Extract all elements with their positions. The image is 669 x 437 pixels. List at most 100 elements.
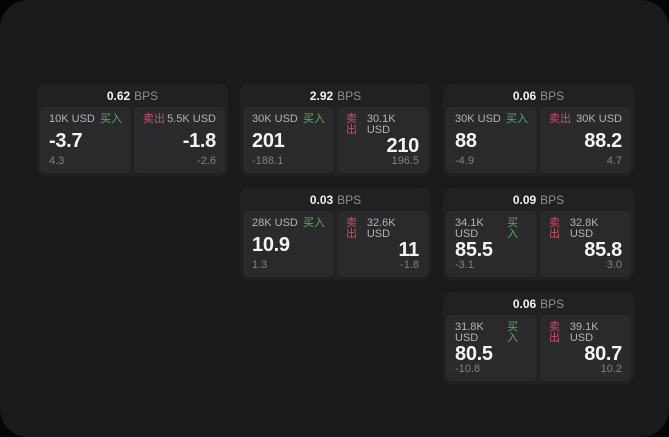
sell-quote-tile[interactable]: 卖出 30K USD 88.2 4.7 xyxy=(540,107,631,173)
buy-tile-header: 31.8K USD 买入 xyxy=(455,322,528,344)
bps-unit-label: BPS xyxy=(134,88,159,103)
buy-side-label: 买入 xyxy=(506,113,528,125)
buy-side-label: 买入 xyxy=(507,321,519,344)
sell-quote-tile[interactable]: 卖出 39.1K USD 80.7 10.2 xyxy=(540,315,631,381)
sell-side-label: 卖出 xyxy=(549,321,560,344)
quote-panels: 31.8K USD 买入 80.5 -10.8 卖出 39.1K USD 80.… xyxy=(446,315,631,381)
buy-quote-tile[interactable]: 31.8K USD 买入 80.5 -10.8 xyxy=(446,315,537,381)
buy-price: -3.7 xyxy=(49,129,83,152)
quote-panels: 28K USD 买入 10.9 1.3 卖出 32.6K USD 11 -1.8 xyxy=(243,211,428,277)
sell-side-label: 卖出 xyxy=(143,113,165,125)
sell-tile-header: 卖出 32.6K USD xyxy=(346,218,419,240)
quote-card: 0.06 BPS 31.8K USD 买入 80.5 -10.8 卖出 39.1… xyxy=(443,292,634,384)
quote-cards-grid: 0.62 BPS 10K USD 买入 -3.7 4.3 卖出 5.5K USD xyxy=(37,84,634,384)
bps-value: 0.09 xyxy=(512,192,537,207)
sell-side-label: 卖出 xyxy=(346,217,357,240)
buy-notional: 28K USD xyxy=(252,217,298,229)
sell-quote-tile[interactable]: 卖出 32.8K USD 85.8 3.0 xyxy=(540,211,631,277)
buy-delta: -10.8 xyxy=(455,363,481,375)
sell-price: 210 xyxy=(386,135,420,157)
buy-quote-tile[interactable]: 28K USD 买入 10.9 1.3 xyxy=(243,211,334,277)
buy-price: 80.5 xyxy=(455,343,493,365)
buy-delta: -3.1 xyxy=(455,259,474,271)
sell-delta: 4.7 xyxy=(606,155,622,167)
bps-unit-label: BPS xyxy=(540,296,565,311)
sell-tile-header: 卖出 30K USD xyxy=(549,114,622,125)
sell-notional: 32.8K USD xyxy=(569,217,599,240)
sell-delta: 3.0 xyxy=(606,259,622,271)
quote-panels: 30K USD 买入 201 -188.1 卖出 30.1K USD 210 1… xyxy=(243,107,428,173)
sell-price: 85.8 xyxy=(584,239,622,261)
sell-price: -1.8 xyxy=(182,129,217,152)
sell-side-label: 卖出 xyxy=(549,113,571,125)
buy-quote-tile[interactable]: 10K USD 买入 -3.7 4.3 xyxy=(40,107,131,173)
buy-delta: 1.3 xyxy=(252,259,268,271)
buy-side-label: 买入 xyxy=(303,113,325,125)
quote-card: 0.09 BPS 34.1K USD 买入 85.5 -3.1 卖出 32.8K… xyxy=(443,188,634,280)
buy-tile-header: 34.1K USD 买入 xyxy=(455,218,528,240)
buy-notional: 10K USD xyxy=(49,113,95,125)
sell-price: 11 xyxy=(398,239,419,261)
sell-price: 80.7 xyxy=(584,343,622,365)
buy-side-label: 买入 xyxy=(100,113,122,125)
quote-card: 0.62 BPS 10K USD 买入 -3.7 4.3 卖出 5.5K USD xyxy=(37,84,228,176)
bps-unit-label: BPS xyxy=(337,192,362,207)
buy-quote-tile[interactable]: 34.1K USD 买入 85.5 -3.1 xyxy=(446,211,537,277)
sell-delta: -1.8 xyxy=(400,259,419,271)
quote-panels: 30K USD 买入 88 -4.9 卖出 30K USD 88.2 4.7 xyxy=(446,107,631,173)
buy-price: 10.9 xyxy=(252,233,290,256)
sell-tile-header: 卖出 32.8K USD xyxy=(549,218,622,240)
sell-tile-header: 卖出 5.5K USD xyxy=(143,114,216,125)
sell-notional: 32.6K USD xyxy=(366,217,396,240)
buy-tile-header: 10K USD 买入 xyxy=(49,114,122,125)
sell-quote-tile[interactable]: 卖出 30.1K USD 210 196.5 xyxy=(337,107,428,173)
buy-tile-header: 30K USD 买入 xyxy=(455,114,528,125)
bps-unit-label: BPS xyxy=(540,88,565,103)
quote-panels: 10K USD 买入 -3.7 4.3 卖出 5.5K USD -1.8 -2.… xyxy=(40,107,225,173)
card-header: 0.62 BPS xyxy=(40,84,225,107)
buy-delta: -188.1 xyxy=(252,155,284,167)
buy-delta: -4.9 xyxy=(455,155,474,167)
quote-panels: 34.1K USD 买入 85.5 -3.1 卖出 32.8K USD 85.8… xyxy=(446,211,631,277)
bps-value: 0.03 xyxy=(309,192,334,207)
buy-side-label: 买入 xyxy=(507,217,519,240)
buy-notional: 30K USD xyxy=(252,113,298,125)
bps-value: 2.92 xyxy=(309,88,334,103)
buy-notional: 31.8K USD xyxy=(455,321,484,344)
sell-delta: 10.2 xyxy=(600,363,622,375)
sell-tile-header: 卖出 30.1K USD xyxy=(346,114,419,136)
buy-tile-header: 30K USD 买入 xyxy=(252,114,325,125)
buy-notional: 34.1K USD xyxy=(455,217,484,240)
buy-delta: 4.3 xyxy=(49,155,65,167)
sell-quote-tile[interactable]: 卖出 5.5K USD -1.8 -2.6 xyxy=(134,107,225,173)
sell-notional: 30.1K USD xyxy=(366,113,396,136)
buy-notional: 30K USD xyxy=(455,113,501,125)
bps-unit-label: BPS xyxy=(337,88,362,103)
buy-price: 88 xyxy=(455,129,477,152)
sell-side-label: 卖出 xyxy=(549,217,560,240)
sell-tile-header: 卖出 39.1K USD xyxy=(549,322,622,344)
sell-quote-tile[interactable]: 卖出 32.6K USD 11 -1.8 xyxy=(337,211,428,277)
card-header: 0.06 BPS xyxy=(446,292,631,315)
sell-delta: -2.6 xyxy=(197,155,216,167)
bps-value: 0.06 xyxy=(512,88,537,103)
sell-notional: 5.5K USD xyxy=(167,113,216,125)
card-header: 0.03 BPS xyxy=(243,188,428,211)
buy-quote-tile[interactable]: 30K USD 买入 201 -188.1 xyxy=(243,107,334,173)
buy-quote-tile[interactable]: 30K USD 买入 88 -4.9 xyxy=(446,107,537,173)
buy-price: 85.5 xyxy=(455,239,493,261)
quote-card: 0.06 BPS 30K USD 买入 88 -4.9 卖出 30K USD xyxy=(443,84,634,176)
sell-notional: 30K USD xyxy=(576,113,622,125)
card-header: 0.06 BPS xyxy=(446,84,631,107)
card-header: 0.09 BPS xyxy=(446,188,631,211)
bps-unit-label: BPS xyxy=(540,192,565,207)
quote-card: 0.03 BPS 28K USD 买入 10.9 1.3 卖出 32.6K US… xyxy=(240,188,431,280)
sell-side-label: 卖出 xyxy=(346,113,357,136)
card-header: 2.92 BPS xyxy=(243,84,428,107)
quote-card: 2.92 BPS 30K USD 买入 201 -188.1 卖出 30.1K … xyxy=(240,84,431,176)
sell-delta: 196.5 xyxy=(391,155,419,167)
bps-value: 0.62 xyxy=(106,88,131,103)
sell-notional: 39.1K USD xyxy=(569,321,599,344)
bps-value: 0.06 xyxy=(512,296,537,311)
